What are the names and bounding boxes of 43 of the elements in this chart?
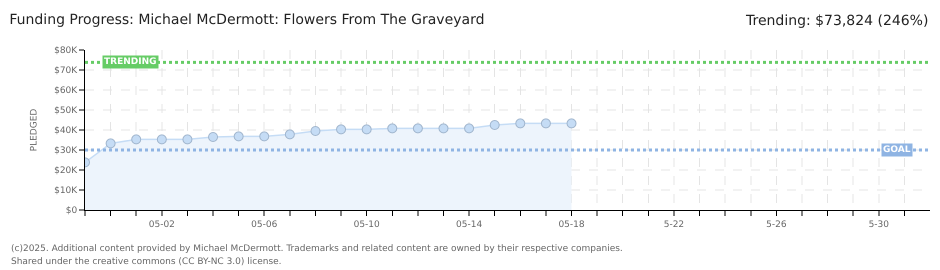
- point: [438, 123, 448, 134]
- x-tick-label: 5-22: [664, 220, 684, 230]
- point: [259, 131, 270, 142]
- point: [234, 131, 244, 142]
- x-tick-label: 05-02: [148, 220, 175, 230]
- point: [106, 138, 116, 148]
- point: [336, 124, 346, 134]
- point: [362, 124, 372, 134]
- y-tick-label: $0: [66, 206, 78, 216]
- x-tick-label: 5-30: [868, 220, 890, 230]
- y-tick-label: $30K: [54, 146, 78, 156]
- point: [412, 123, 423, 134]
- point: [131, 134, 142, 144]
- text: (c)2025. Additional content provided by Michael McDermott. Trademarks and related content are owned by their respective companies.: [11, 244, 623, 254]
- y-tick-label: $50K: [54, 106, 78, 116]
- y-tick-label: $40K: [54, 126, 78, 136]
- point: [540, 118, 551, 128]
- point: [208, 132, 218, 142]
- y-tick-label: $20K: [54, 166, 78, 176]
- point: [310, 126, 320, 136]
- x-tick-label: 05-18: [558, 220, 585, 230]
- text: Shared under the creative commons (CC BY-NC 3.0) license.: [11, 257, 282, 267]
- x-tick-label: 05-10: [354, 220, 380, 230]
- chart-title: Funding Progress: Michael McDermott: Flowers From The Graveyard: [9, 12, 484, 28]
- point: [156, 134, 167, 144]
- x-tick-label: 05-14: [456, 220, 482, 230]
- y-tick-label: $10K: [54, 186, 78, 196]
- point: [515, 118, 526, 128]
- point: [387, 123, 398, 134]
- y-tick-label: $60K: [54, 86, 78, 96]
- y-axis-title: PLEDGED: [29, 108, 40, 152]
- point: [464, 123, 474, 134]
- x-tick-label: 05-06: [251, 220, 278, 230]
- ref-line-label: GOAL: [883, 145, 911, 155]
- point: [182, 134, 192, 144]
- text: Trending: $73,824 (246%): [745, 13, 928, 29]
- point: [284, 129, 295, 140]
- ref-line-label: TRENDING: [104, 57, 156, 67]
- y-tick-label: $80K: [54, 46, 78, 56]
- x-tick-label: 5-26: [766, 220, 787, 230]
- point: [566, 118, 577, 128]
- y-tick-label: $70K: [54, 66, 78, 76]
- point: [490, 120, 500, 130]
